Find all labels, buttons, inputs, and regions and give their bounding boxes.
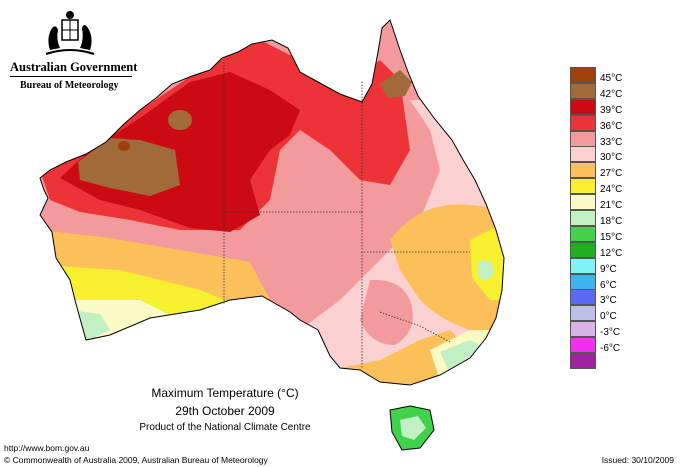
legend-label: 24°C <box>600 184 623 196</box>
legend-label: 39°C <box>600 104 623 116</box>
legend-item: 30°C <box>568 146 638 164</box>
legend-label: 21°C <box>600 200 623 212</box>
legend-label: 9°C <box>600 263 617 275</box>
legend-swatch <box>570 98 596 115</box>
map-title: Maximum Temperature (°C) <box>151 386 299 400</box>
legend-swatch <box>570 114 596 131</box>
legend-swatch <box>570 257 596 274</box>
legend-item: 15°C <box>568 225 638 243</box>
legend-swatch <box>570 289 596 306</box>
legend-label: 27°C <box>600 168 623 180</box>
legend-swatch <box>570 178 596 195</box>
copyright-notice: © Commonwealth of Australia 2009, Austra… <box>4 455 268 465</box>
legend-swatch <box>570 130 596 147</box>
legend-label: 30°C <box>600 152 623 164</box>
temperature-legend: 45°C 42°C 39°C 36°C 33°C 30°C 27°C 24°C … <box>568 67 638 370</box>
legend-item: 18°C <box>568 210 638 228</box>
legend-swatch <box>570 273 596 290</box>
legend-label: 15°C <box>600 231 623 243</box>
legend-item: 9°C <box>568 257 638 275</box>
legend-item: 3°C <box>568 289 638 307</box>
legend-item: 27°C <box>568 162 638 180</box>
legend-item: 39°C <box>568 98 638 116</box>
legend-label: 3°C <box>600 295 617 307</box>
legend-item: 0°C <box>568 305 638 323</box>
legend-label: 36°C <box>600 120 623 132</box>
legend-label: -3°C <box>600 327 621 339</box>
title-divider <box>10 76 132 77</box>
legend-swatch <box>570 67 596 83</box>
bureau-subtitle: Bureau of Meteorology <box>20 80 119 91</box>
legend-item: 24°C <box>568 178 638 196</box>
legend-label: 42°C <box>600 88 623 100</box>
issued-date: Issued: 30/10/2009 <box>601 455 674 465</box>
state-borders <box>223 62 470 368</box>
legend-label: 33°C <box>600 136 623 148</box>
legend-swatch <box>570 162 596 179</box>
legend-swatch <box>570 82 596 99</box>
government-title: Australian Government <box>10 60 138 74</box>
legend-label: 45°C <box>600 73 623 84</box>
legend-swatch <box>570 194 596 211</box>
website-link[interactable]: http://www.bom.gov.au <box>4 443 90 453</box>
legend-swatch <box>570 305 596 322</box>
legend-swatch <box>570 241 596 258</box>
legend-item: 36°C <box>568 114 638 132</box>
legend-item <box>568 353 638 370</box>
legend-item: 45°C <box>568 67 638 84</box>
legend-item: 12°C <box>568 241 638 259</box>
legend-swatch <box>570 146 596 163</box>
legend-label: 18°C <box>600 216 623 228</box>
legend-item: -3°C <box>568 321 638 339</box>
legend-swatch <box>570 337 596 354</box>
legend-item: 6°C <box>568 273 638 291</box>
legend-item: 33°C <box>568 130 638 148</box>
map-date: 29th October 2009 <box>175 404 275 418</box>
legend-item: 42°C <box>568 82 638 100</box>
legend-item: 21°C <box>568 194 638 212</box>
map-product-note: Product of the National Climate Centre <box>139 422 311 433</box>
legend-label: 0°C <box>600 311 617 323</box>
legend-swatch <box>570 225 596 242</box>
legend-label: 6°C <box>600 279 617 291</box>
legend-label: 12°C <box>600 247 623 259</box>
coat-of-arms-icon <box>45 11 95 55</box>
legend-swatch <box>570 353 596 370</box>
legend-label: -6°C <box>600 343 621 355</box>
legend-item: -6°C <box>568 337 638 355</box>
legend-swatch <box>570 210 596 227</box>
legend-swatch <box>570 321 596 338</box>
